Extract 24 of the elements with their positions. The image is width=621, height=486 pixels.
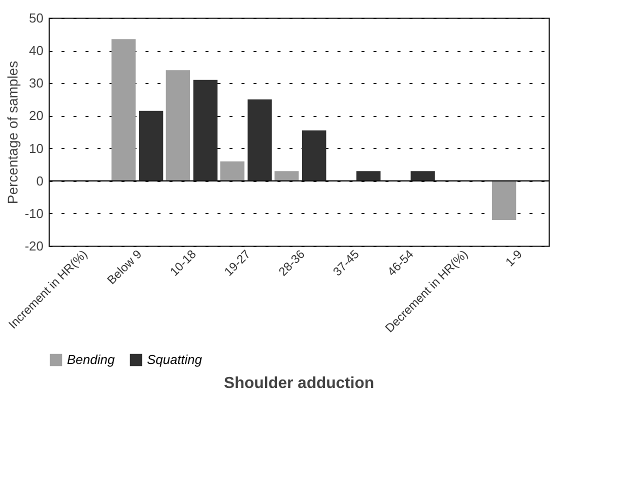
y-tick-label: 40 xyxy=(29,43,44,58)
bar xyxy=(112,39,136,181)
bar xyxy=(274,171,299,181)
bar xyxy=(220,161,244,181)
bar xyxy=(193,80,218,181)
bar xyxy=(248,99,272,181)
y-tick-label: 50 xyxy=(29,10,44,26)
legend-label: Squatting xyxy=(147,352,203,367)
y-tick-label: -20 xyxy=(24,238,44,254)
bar xyxy=(302,130,326,181)
bar xyxy=(356,171,381,181)
y-tick-label: 10 xyxy=(29,140,44,156)
y-tick-label: 0 xyxy=(36,173,44,188)
bar xyxy=(410,171,435,181)
x-axis-title: Shoulder adduction xyxy=(224,375,374,392)
bar xyxy=(138,110,164,181)
y-axis-title: Percentage of samples xyxy=(4,60,21,204)
bar xyxy=(166,70,190,181)
y-tick-label: -10 xyxy=(24,206,44,221)
bar xyxy=(492,180,516,220)
y-tick-label: 20 xyxy=(29,108,44,124)
y-tick-label: 30 xyxy=(29,76,44,91)
legend-label: Bending xyxy=(67,352,116,367)
x-tick-label: 1-9 xyxy=(502,246,526,270)
